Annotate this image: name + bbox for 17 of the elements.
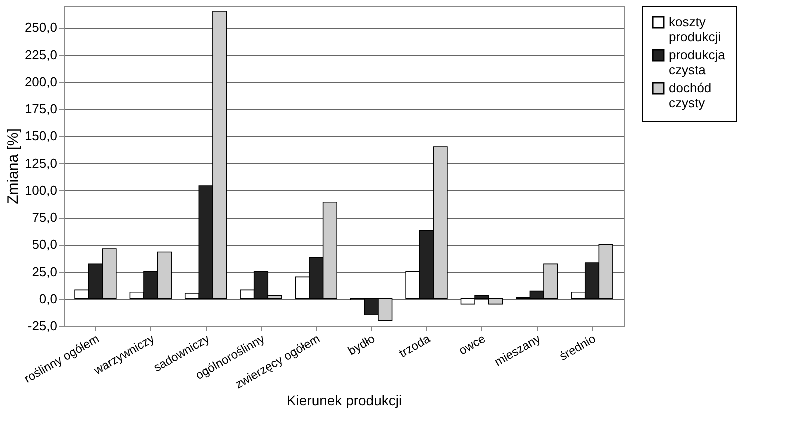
y-tick-label: 175,0 (24, 102, 58, 117)
y-tick-label: 50,0 (32, 237, 58, 252)
y-tick-label: 150,0 (24, 128, 58, 144)
y-tick-label: -25,0 (28, 318, 58, 334)
y-tick-label: 0,0 (39, 291, 58, 306)
y-tick-label: 250,0 (24, 20, 58, 36)
y-tick-label: 100,0 (24, 182, 58, 198)
x-tick-label: bydło (346, 332, 378, 358)
legend-label: dochód czysty (669, 80, 712, 110)
y-axis-title: Zmiana [%] (4, 128, 22, 204)
x-axis-title: Kierunek produkcji (286, 392, 402, 409)
x-tick-label: owce (456, 332, 488, 358)
y-tick-label: 200,0 (24, 74, 58, 90)
y-tick-label: 125,0 (24, 156, 58, 171)
y-tick-label: 225,0 (24, 47, 58, 62)
y-tick-label: 75,0 (32, 210, 58, 226)
y-tick-label: 25,0 (32, 264, 58, 280)
